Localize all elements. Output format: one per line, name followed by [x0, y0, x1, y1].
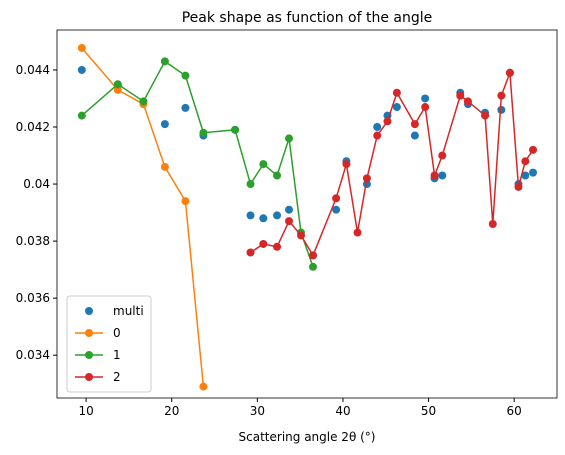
legend-label: 1	[113, 348, 121, 362]
legend-marker	[85, 373, 93, 381]
y-tick-label: 0.034	[16, 348, 50, 362]
data-point	[529, 168, 538, 177]
data-point	[181, 197, 190, 206]
data-point	[342, 160, 351, 169]
y-tick-label: 0.04	[23, 177, 50, 191]
series-line	[81, 47, 205, 387]
data-point	[246, 248, 255, 257]
data-point	[160, 162, 169, 171]
data-point	[160, 57, 169, 66]
data-point	[438, 151, 447, 160]
data-point	[285, 217, 294, 226]
data-point	[297, 231, 306, 240]
data-point	[430, 171, 439, 180]
data-point	[259, 160, 268, 169]
data-point	[77, 65, 86, 74]
x-tick-label: 50	[421, 404, 436, 418]
data-point	[181, 71, 190, 80]
data-point	[410, 131, 419, 140]
data-point	[273, 242, 282, 251]
data-point	[246, 180, 255, 189]
legend-marker	[85, 329, 93, 337]
data-point	[505, 68, 514, 77]
data-point	[332, 205, 341, 214]
data-point	[353, 228, 362, 237]
data-point	[383, 117, 392, 126]
data-point	[456, 91, 465, 100]
data-point	[285, 134, 294, 143]
data-point	[514, 182, 523, 191]
data-point	[529, 145, 538, 154]
data-point	[113, 80, 122, 89]
data-point	[199, 382, 208, 391]
x-tick-label: 30	[250, 404, 265, 418]
chart-title: Peak shape as function of the angle	[182, 10, 433, 26]
data-point	[373, 122, 382, 131]
data-point	[392, 103, 401, 112]
legend-label: multi	[113, 304, 144, 318]
data-point	[199, 128, 208, 137]
data-point	[181, 103, 190, 112]
data-point	[285, 205, 294, 214]
data-point	[308, 251, 317, 260]
y-tick-label: 0.042	[16, 120, 50, 134]
data-point	[392, 88, 401, 97]
data-point	[77, 111, 86, 120]
legend-box	[66, 295, 152, 393]
data-point	[421, 94, 430, 103]
data-point	[497, 91, 506, 100]
plot-frame	[56, 29, 558, 399]
data-point	[488, 219, 497, 228]
data-point	[308, 262, 317, 271]
data-point	[273, 211, 282, 220]
data-point	[438, 171, 447, 180]
y-tick-label: 0.038	[16, 234, 50, 248]
legend-label: 0	[113, 326, 121, 340]
data-point	[113, 85, 122, 94]
data-point	[160, 120, 169, 129]
y-tick-label: 0.044	[16, 63, 50, 77]
data-point	[421, 103, 430, 112]
y-tick-label: 0.036	[16, 291, 50, 305]
data-point	[410, 120, 419, 129]
data-point	[521, 157, 530, 166]
legend-marker	[85, 351, 93, 359]
data-point	[139, 97, 148, 106]
data-point	[246, 211, 255, 220]
data-point	[373, 131, 382, 140]
x-tick-label: 40	[335, 404, 350, 418]
data-point	[521, 171, 530, 180]
data-point	[497, 105, 506, 114]
data-point	[463, 97, 472, 106]
x-axis-label: Scattering angle 2θ (°)	[239, 430, 376, 444]
x-tick-label: 20	[164, 404, 179, 418]
data-point	[481, 111, 490, 120]
legend-label: 2	[113, 370, 121, 384]
data-point	[332, 194, 341, 203]
x-tick-label: 60	[507, 404, 522, 418]
data-point	[362, 174, 371, 183]
legend-marker	[85, 307, 93, 315]
legend: multi 0 1 2	[66, 295, 152, 393]
x-tick-label: 10	[78, 404, 93, 418]
data-point	[231, 125, 240, 134]
data-point	[273, 171, 282, 180]
data-point	[259, 239, 268, 248]
data-point	[77, 43, 86, 52]
data-point	[259, 214, 268, 223]
